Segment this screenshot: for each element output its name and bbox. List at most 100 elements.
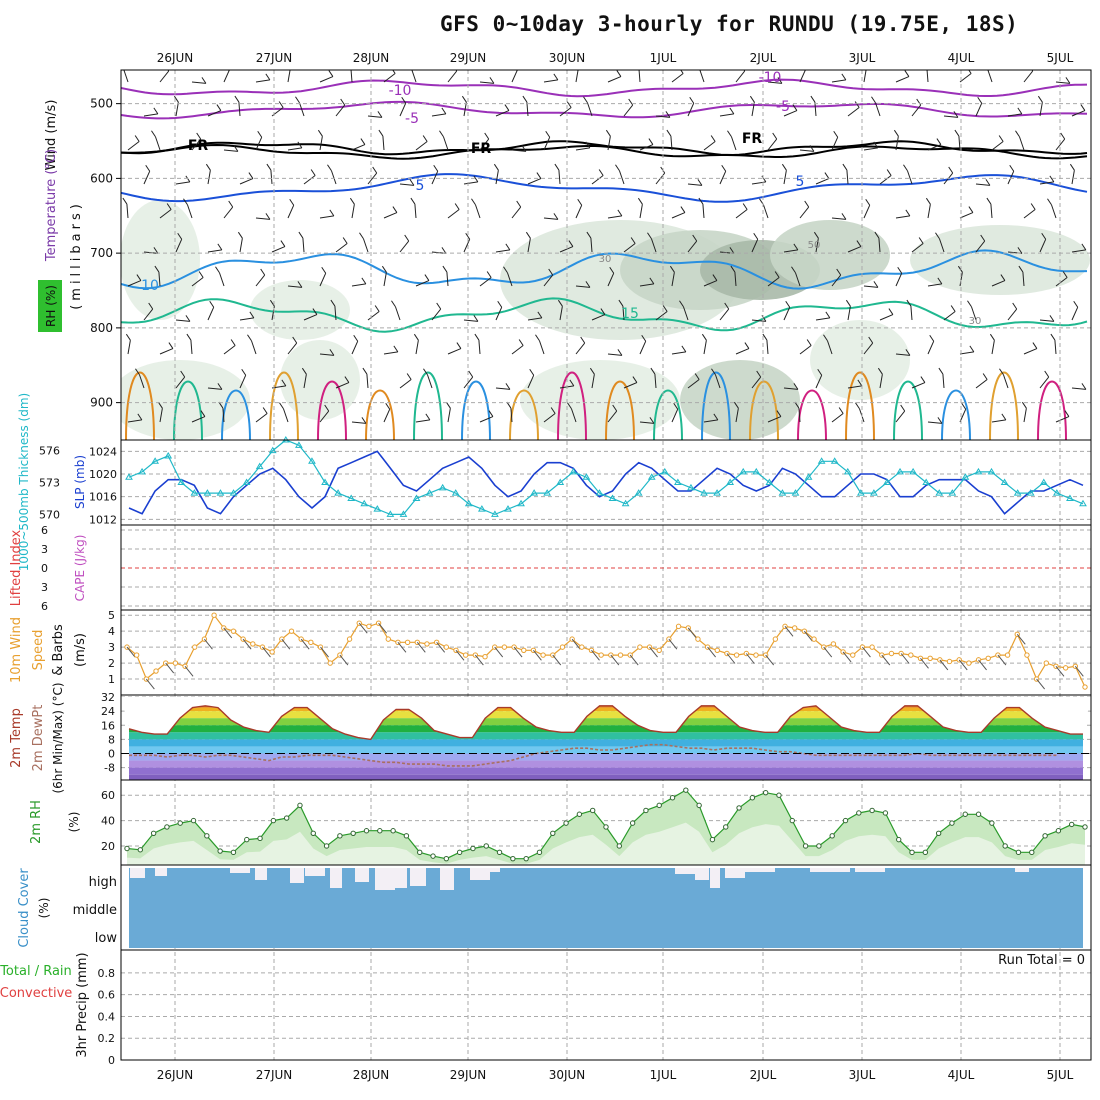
wind-barb-flag	[295, 96, 300, 104]
rh-point	[430, 853, 436, 859]
thickness-point	[203, 489, 212, 496]
wind-barb-flag	[793, 383, 799, 390]
wind-barb-flag	[226, 63, 230, 69]
slp-tick-label: 1020	[89, 468, 117, 481]
wind-barb-flag	[1037, 95, 1043, 103]
wind-barb	[527, 375, 535, 389]
wind-barb-flag	[1009, 164, 1015, 172]
wind-barb-flag	[465, 232, 471, 240]
top-date-label: 27JUN	[256, 51, 293, 65]
wind-barb-flag	[961, 402, 967, 410]
wind-barb	[814, 102, 817, 117]
wind-barb-flag	[893, 129, 899, 137]
rh-point	[1082, 824, 1088, 830]
slp-line	[128, 450, 1084, 515]
wind-barb-flag	[692, 234, 698, 242]
thickness-point	[752, 467, 761, 475]
wind-barb	[670, 136, 673, 151]
wind-barb-flag	[637, 197, 643, 205]
wind-barb	[1007, 113, 1022, 117]
wind-barb	[975, 183, 990, 186]
wind-barb-flag	[744, 342, 750, 349]
wind-barb	[399, 379, 412, 389]
rh-blob	[680, 360, 800, 440]
wind-barb-flag	[618, 299, 624, 307]
cloud-gap	[875, 868, 885, 872]
wind-barb-flag	[198, 271, 204, 278]
wind-speed-point	[521, 647, 527, 654]
wind-barb-flag	[1030, 203, 1036, 210]
wind-barb-10m	[591, 649, 600, 661]
wind-barb	[607, 353, 622, 356]
rh-point	[922, 849, 929, 856]
lowlevel-contour	[317, 380, 347, 440]
cloud-gap	[230, 868, 250, 873]
wind-barb-flag	[157, 401, 163, 409]
top-date-label: 2JUL	[750, 51, 777, 65]
wind-speed-point	[1024, 652, 1030, 658]
wind-barb-flag	[262, 407, 268, 414]
wind-barb-flag	[838, 407, 844, 414]
wind-barb	[879, 314, 894, 321]
wind-barb	[575, 342, 586, 355]
wind-barb-10m	[1055, 665, 1065, 677]
wind-barb-flag	[537, 311, 543, 319]
thickness-point	[700, 489, 708, 496]
wind-barb	[815, 317, 830, 321]
wind-barb	[190, 340, 193, 355]
wind-barb-flag	[269, 299, 275, 307]
wind-barb	[987, 70, 993, 83]
wind-barb-flag	[694, 373, 700, 380]
wind-barb	[155, 136, 161, 151]
thickness-point	[673, 478, 682, 485]
wind-barb	[959, 272, 963, 287]
rh-point	[150, 830, 157, 836]
wind-barb-10m	[184, 665, 194, 677]
wind-barb-flag	[280, 240, 286, 247]
wind-barb-flag	[423, 368, 428, 376]
contour-label: 30	[969, 316, 982, 327]
wind-speed-point	[366, 623, 372, 630]
thickness-point	[830, 457, 839, 464]
wind-barb-flag	[733, 401, 739, 409]
panel-frame-slp	[120, 439, 1092, 526]
wind-barb-10m	[978, 659, 987, 671]
thickness-point	[334, 489, 342, 496]
wind-barb	[143, 171, 151, 185]
temp-color-band	[129, 725, 1083, 733]
wind-speed-point	[966, 660, 972, 666]
wind-barb-flag	[349, 197, 355, 205]
thickness-point	[935, 489, 944, 496]
wind-speed-point	[288, 628, 295, 634]
wind-barb	[927, 204, 931, 219]
thickness-point	[922, 478, 931, 485]
wind-barb	[927, 341, 935, 355]
thickness-point	[856, 489, 865, 496]
wind-barb	[367, 311, 380, 321]
thickness-point	[909, 467, 917, 475]
wind-barb-flag	[855, 402, 860, 410]
wind-barb-flag	[873, 141, 879, 149]
wind-barb	[479, 81, 494, 84]
wind-barb-flag	[1017, 247, 1023, 254]
wind-barb	[127, 419, 142, 423]
wind-barbs	[122, 63, 1087, 424]
wind-barb	[207, 307, 215, 321]
wind-barb	[351, 204, 355, 219]
wind-barb-flag	[474, 333, 480, 341]
wind-barb-flag	[1081, 243, 1087, 251]
wind-barb	[879, 374, 883, 389]
cloud-gap	[130, 868, 145, 878]
wind-barb	[255, 274, 266, 287]
wind-barb	[731, 136, 737, 151]
wind-barb	[639, 283, 654, 287]
wind-barb-10m	[281, 638, 291, 650]
thickness-point	[713, 489, 721, 496]
wind-barb	[239, 317, 254, 321]
wind-barb	[623, 243, 636, 253]
wind-speed-point	[230, 628, 237, 634]
wind-barb	[783, 170, 787, 185]
wind-speed-point	[153, 668, 159, 674]
cloud-gap	[155, 868, 167, 876]
wind-barb-flag	[154, 265, 160, 273]
